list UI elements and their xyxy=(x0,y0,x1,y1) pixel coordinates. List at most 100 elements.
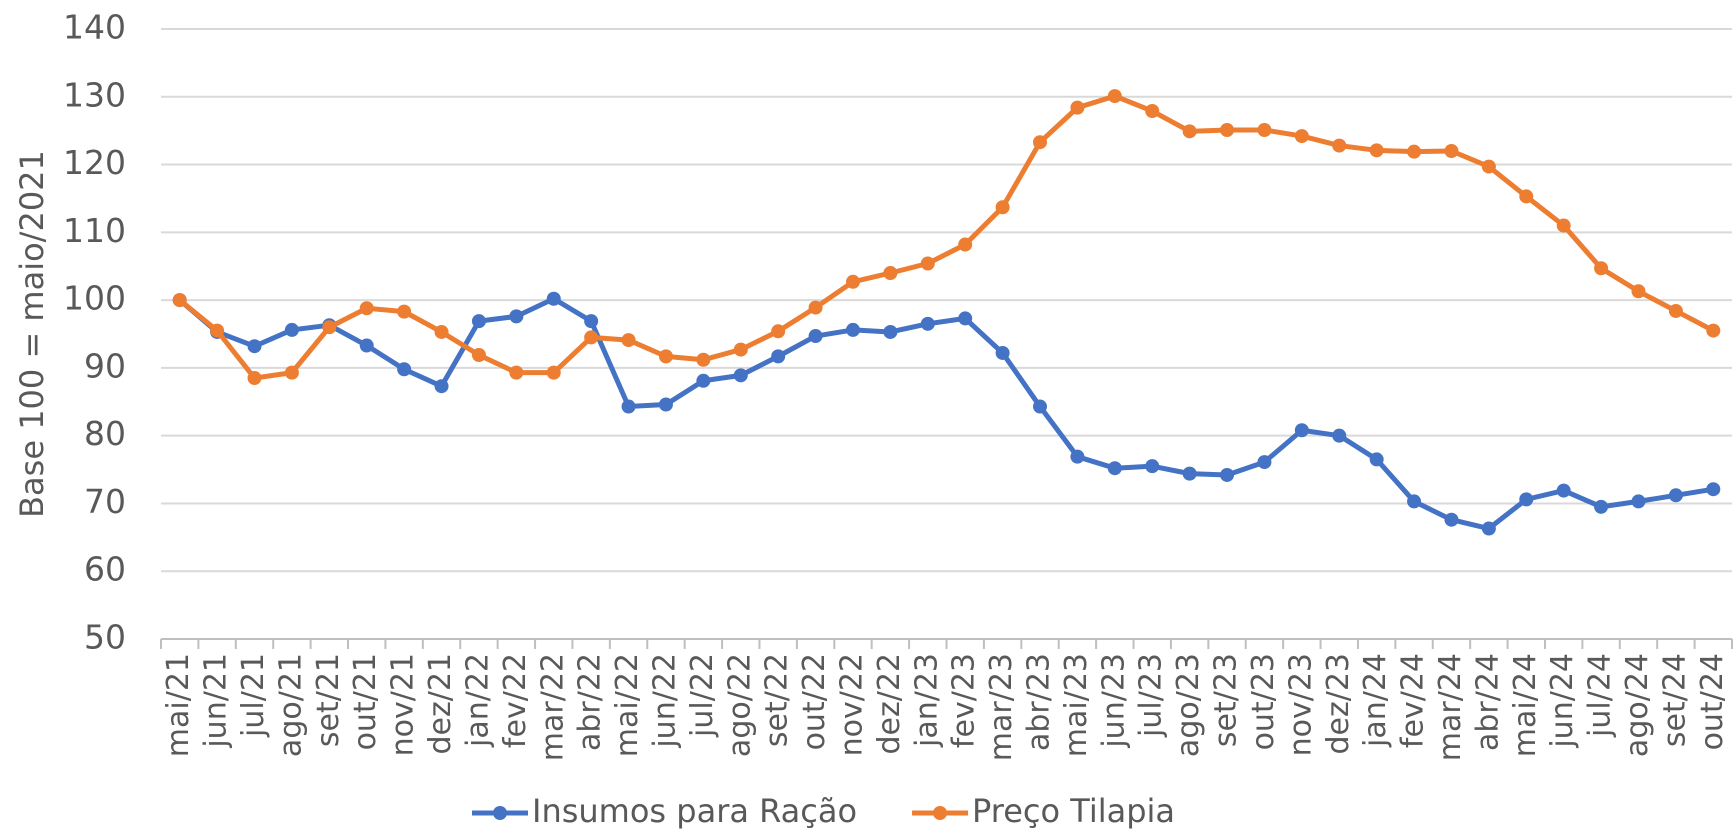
legend-label: Insumos para Ração xyxy=(532,792,857,830)
y-tick-label: 50 xyxy=(84,618,126,657)
data-point xyxy=(845,274,860,289)
x-tick-label: abr/24 xyxy=(1470,653,1505,751)
legend-label: Preço Tilapia xyxy=(972,792,1175,830)
data-point xyxy=(1631,494,1646,509)
x-tick-label: set/22 xyxy=(760,653,795,747)
data-point xyxy=(771,324,786,339)
data-point xyxy=(920,316,935,331)
data-point xyxy=(1519,492,1534,507)
data-point xyxy=(958,311,973,326)
data-point xyxy=(1369,143,1384,158)
data-point xyxy=(546,291,561,306)
data-point xyxy=(733,342,748,357)
x-tick-label: ago/21 xyxy=(273,653,308,757)
x-tick-label: jan/22 xyxy=(460,653,495,748)
data-point xyxy=(1594,499,1609,514)
x-tick-label: ago/24 xyxy=(1620,653,1655,757)
x-tick-label: nov/21 xyxy=(386,653,421,756)
x-tick-label: jun/22 xyxy=(647,653,682,749)
data-point xyxy=(172,293,187,308)
series-line xyxy=(178,296,1714,532)
data-point xyxy=(509,365,524,380)
data-point xyxy=(696,352,711,367)
x-tick-label: dez/21 xyxy=(423,653,458,755)
data-point xyxy=(1182,124,1197,139)
x-tick-label: jan/24 xyxy=(1358,653,1393,748)
data-point xyxy=(1444,144,1459,158)
data-point xyxy=(1407,144,1422,159)
data-point xyxy=(621,399,636,414)
data-point xyxy=(1369,452,1384,467)
x-tick-label: set/24 xyxy=(1657,653,1692,747)
data-point xyxy=(1594,261,1609,276)
x-tick-label: mai/21 xyxy=(161,653,196,757)
data-point xyxy=(696,373,711,388)
data-point xyxy=(658,349,673,364)
x-tick-label: abr/22 xyxy=(573,653,608,751)
data-point xyxy=(1033,399,1048,414)
x-tick-label: mar/23 xyxy=(984,653,1019,761)
data-point xyxy=(359,338,374,353)
x-tick-label: jul/22 xyxy=(685,653,720,738)
data-point xyxy=(1332,138,1347,153)
legend-marker xyxy=(493,806,507,820)
x-tick-label: mai/22 xyxy=(610,653,645,757)
x-tick-label: ago/23 xyxy=(1171,653,1206,757)
data-point xyxy=(1481,521,1496,536)
data-point xyxy=(584,330,599,345)
x-tick-label: jun/23 xyxy=(1096,653,1131,749)
data-point xyxy=(958,237,973,252)
x-tick-label: jun/24 xyxy=(1545,653,1580,749)
data-point xyxy=(284,365,299,380)
data-point xyxy=(434,379,449,394)
data-point xyxy=(845,322,860,337)
data-point xyxy=(1257,122,1272,137)
data-point xyxy=(1519,189,1534,204)
data-point xyxy=(1070,100,1085,115)
data-point xyxy=(1481,159,1496,174)
data-point xyxy=(247,371,262,386)
x-tick-label: jan/23 xyxy=(909,653,944,748)
x-tick-label: jul/24 xyxy=(1583,653,1618,738)
x-tick-label: out/24 xyxy=(1695,653,1730,750)
data-point xyxy=(1145,104,1160,119)
y-tick-label: 60 xyxy=(84,550,126,589)
data-point xyxy=(1444,512,1459,527)
x-tick-label: jul/23 xyxy=(1134,653,1169,738)
x-tick-label: set/23 xyxy=(1209,653,1244,747)
data-point xyxy=(1182,466,1197,481)
data-point xyxy=(621,333,636,348)
data-point xyxy=(1706,323,1721,338)
data-point xyxy=(883,324,898,339)
x-tick-label: nov/23 xyxy=(1283,653,1318,756)
y-tick-label: 110 xyxy=(63,211,126,250)
x-tick-label: fev/24 xyxy=(1396,653,1431,748)
x-tick-label: dez/22 xyxy=(872,653,907,755)
data-point xyxy=(920,256,935,271)
y-tick-label: 130 xyxy=(63,75,126,114)
data-point xyxy=(1294,129,1309,144)
data-point xyxy=(1556,218,1571,233)
x-tick-label: mar/24 xyxy=(1433,653,1468,761)
data-point xyxy=(1631,284,1646,299)
x-tick-label: fev/22 xyxy=(498,653,533,748)
data-point xyxy=(771,349,786,364)
data-point xyxy=(546,365,561,380)
data-point xyxy=(247,339,262,354)
x-tick-label: out/21 xyxy=(348,653,383,750)
data-point xyxy=(210,323,225,338)
y-tick-label: 70 xyxy=(84,482,126,521)
data-point xyxy=(471,314,486,329)
data-point xyxy=(1220,122,1235,137)
data-point xyxy=(1220,467,1235,482)
data-point xyxy=(397,304,412,319)
data-point xyxy=(1033,135,1048,150)
data-point xyxy=(397,362,412,377)
x-tick-label: jul/21 xyxy=(236,653,271,738)
data-point xyxy=(434,324,449,339)
y-tick-label: 120 xyxy=(63,143,126,182)
data-point xyxy=(1668,488,1683,503)
data-point xyxy=(1668,303,1683,318)
data-point xyxy=(1706,482,1721,497)
data-point xyxy=(509,309,524,324)
